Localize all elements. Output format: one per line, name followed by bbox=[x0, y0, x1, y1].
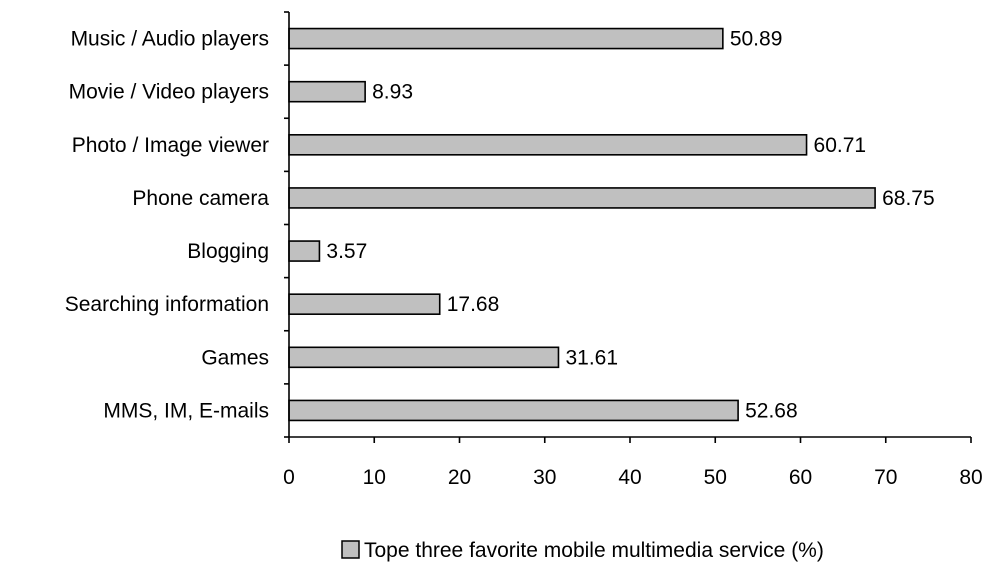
category-label: Searching information bbox=[65, 293, 269, 316]
axes-group bbox=[284, 11, 972, 443]
category-label: Phone camera bbox=[132, 187, 269, 210]
data-label: 68.75 bbox=[882, 187, 935, 210]
x-tick-label: 0 bbox=[283, 466, 295, 489]
data-labels-group: 50.89 8.93 60.71 68.75 3.57 17.68 31.61 52.68 bbox=[326, 28, 934, 423]
category-label: Blogging bbox=[187, 240, 269, 263]
bar bbox=[288, 399, 739, 422]
bar bbox=[288, 134, 808, 156]
category-label: Photo / Image viewer bbox=[72, 134, 269, 157]
category-label: Games bbox=[201, 346, 269, 369]
category-label: Music / Audio players bbox=[71, 28, 269, 51]
category-label: Movie / Video players bbox=[69, 81, 269, 104]
category-labels-group: Music / Audio players Movie / Video playe… bbox=[65, 28, 270, 423]
data-label: 60.71 bbox=[814, 134, 867, 157]
data-label: 31.61 bbox=[565, 346, 618, 369]
x-tick-label: 80 bbox=[959, 466, 982, 489]
bar bbox=[288, 346, 560, 369]
bar bbox=[288, 187, 876, 209]
data-label: 50.89 bbox=[730, 28, 783, 51]
data-label: 8.93 bbox=[372, 81, 413, 104]
data-label: 52.68 bbox=[745, 399, 798, 422]
legend-label: Tope three favorite mobile multimedia se… bbox=[364, 539, 824, 562]
x-tick-label: 30 bbox=[533, 466, 556, 489]
bar bbox=[288, 293, 441, 315]
x-tick-label: 50 bbox=[704, 466, 727, 489]
x-tick-labels-group: 0 10 20 30 40 50 60 70 80 bbox=[283, 466, 983, 489]
x-tick-label: 70 bbox=[874, 466, 897, 489]
category-label: MMS, IM, E-mails bbox=[103, 399, 269, 422]
legend: Tope three favorite mobile multimedia se… bbox=[341, 539, 824, 562]
data-label: 3.57 bbox=[326, 240, 367, 263]
x-tick-label: 10 bbox=[363, 466, 386, 489]
x-tick-label: 60 bbox=[789, 466, 812, 489]
bar bbox=[288, 80, 366, 103]
legend-swatch bbox=[341, 540, 360, 559]
x-tick-label: 40 bbox=[618, 466, 641, 489]
bar bbox=[288, 240, 321, 262]
x-tick-label: 20 bbox=[448, 466, 471, 489]
bar bbox=[288, 27, 724, 50]
data-label: 17.68 bbox=[447, 293, 500, 316]
